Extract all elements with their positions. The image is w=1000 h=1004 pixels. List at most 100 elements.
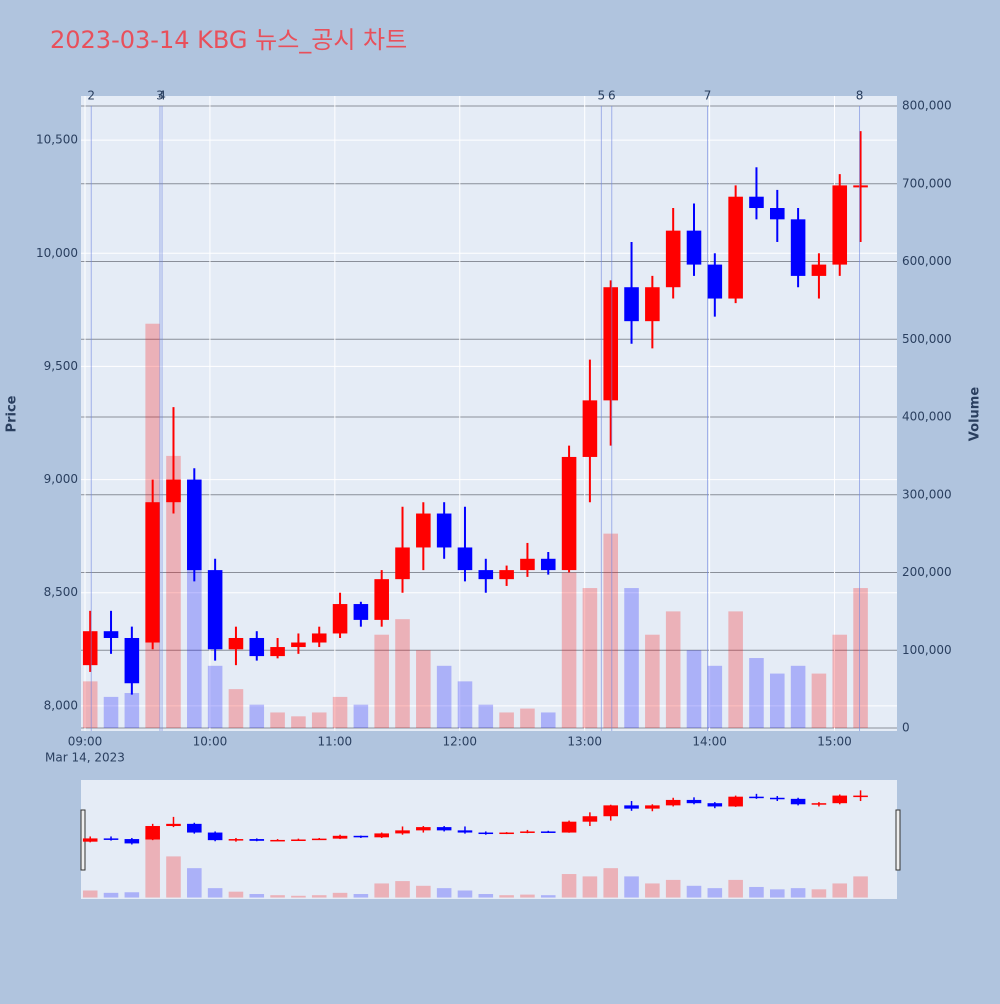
slider-candle-body [582, 816, 598, 822]
slider-volume-bar [145, 836, 160, 898]
slider-volume-bar [665, 879, 681, 898]
slider-volume-bar [624, 876, 639, 898]
candle-body [540, 558, 556, 571]
slider-candle-body [457, 830, 473, 833]
volume-bar [603, 533, 619, 728]
slider-volume-bar [645, 883, 660, 898]
volume-bar [82, 681, 98, 728]
volume-bar [374, 634, 389, 728]
candle-body [332, 604, 348, 634]
volume-bar [124, 693, 140, 728]
volume-bar [270, 712, 285, 728]
y2-tick-label: 300,000 [902, 487, 952, 501]
slider-candle-body [603, 805, 619, 817]
event-label: 7 [704, 89, 712, 103]
volume-bar [311, 712, 327, 728]
volume-bar [728, 611, 743, 728]
volume-bar [582, 588, 598, 728]
slider-volume-bar [769, 889, 785, 898]
y2-tick-label: 100,000 [902, 643, 952, 657]
candle-body [124, 637, 140, 684]
slider-volume-bar [82, 890, 98, 898]
x-tick-label: 11:00 [318, 735, 353, 749]
volume-bar [832, 634, 848, 728]
slider-volume-bar [374, 883, 389, 898]
slider-candle-body [145, 826, 160, 840]
candle-body [374, 579, 389, 620]
slider-volume-bar [853, 876, 868, 898]
slider-candle-body [228, 839, 244, 841]
candle-body [270, 647, 285, 657]
candle-body [416, 513, 431, 548]
candle-body [145, 502, 160, 643]
slider-candle-body [728, 796, 743, 807]
candle-body [811, 264, 827, 276]
candle-body [291, 642, 306, 648]
event-label: 6 [608, 89, 616, 103]
slider-candle-body [686, 799, 702, 804]
slider-candle-body [811, 803, 827, 805]
slider-candle-body [311, 838, 327, 841]
y2-tick-label: 400,000 [902, 410, 952, 424]
slider-candle-body [270, 839, 285, 842]
event-label: 8 [856, 89, 864, 103]
slider-candle-body [395, 830, 410, 834]
slider-volume-bar [103, 892, 119, 898]
volume-bar [457, 681, 473, 728]
slider-volume-bar [416, 885, 431, 898]
volume-bar [769, 673, 785, 728]
candle-body [561, 456, 577, 571]
y-tick-label: 10,500 [36, 133, 78, 147]
slider-candle-body [853, 795, 868, 798]
candle-body [353, 604, 369, 620]
slider-volume-bar [124, 892, 140, 898]
volume-bar [686, 650, 702, 728]
slider-volume-bar [832, 883, 848, 898]
volume-bar [707, 665, 723, 728]
volume-bar [811, 673, 827, 728]
slider-candle-body [82, 838, 98, 842]
slider-volume-bar [311, 895, 327, 898]
slider-volume-bar [686, 885, 702, 898]
slider-candle-body [416, 827, 431, 831]
slider-volume-bar [395, 881, 410, 898]
candle-body [624, 287, 639, 322]
y-axis-title: Price [5, 395, 20, 432]
candle-body [686, 230, 702, 265]
candle-body [520, 558, 535, 571]
candle-body [853, 185, 868, 188]
event-label: 3 [156, 89, 164, 103]
candle-body [790, 219, 806, 276]
slider-volume-bar [499, 895, 514, 898]
volume-bar [540, 712, 556, 728]
volume-bar [478, 704, 494, 728]
slider-volume-bar [728, 879, 743, 898]
slider-candle-body [769, 797, 785, 800]
y2-axis-title: Volume [968, 387, 983, 442]
candle-body [249, 637, 265, 657]
candle-body [707, 264, 723, 299]
volume-bar [790, 665, 806, 728]
slider-volume-bar [707, 888, 723, 898]
volume-bar [665, 611, 681, 728]
slider-candle-body [436, 827, 452, 831]
slider-volume-bar [520, 894, 535, 898]
slider-handle[interactable] [895, 809, 901, 871]
slider-volume-bar [582, 876, 598, 898]
volume-bar [207, 665, 223, 728]
candle-body [478, 570, 494, 580]
slider-volume-bar [270, 895, 285, 898]
volume-bar [520, 708, 535, 728]
event-label: 4 [158, 89, 166, 103]
volume-bar [853, 588, 868, 728]
slider-candle-body [561, 821, 577, 833]
volume-bar [166, 455, 181, 728]
candle-body [436, 513, 452, 548]
slider-candle-body [707, 803, 723, 807]
slider-volume-bar [749, 886, 764, 898]
slider-volume-bar [457, 890, 473, 898]
slider-volume-bar [436, 888, 452, 898]
slider-candle-body [187, 823, 202, 833]
x-tick-label: 15:00 [817, 735, 852, 749]
